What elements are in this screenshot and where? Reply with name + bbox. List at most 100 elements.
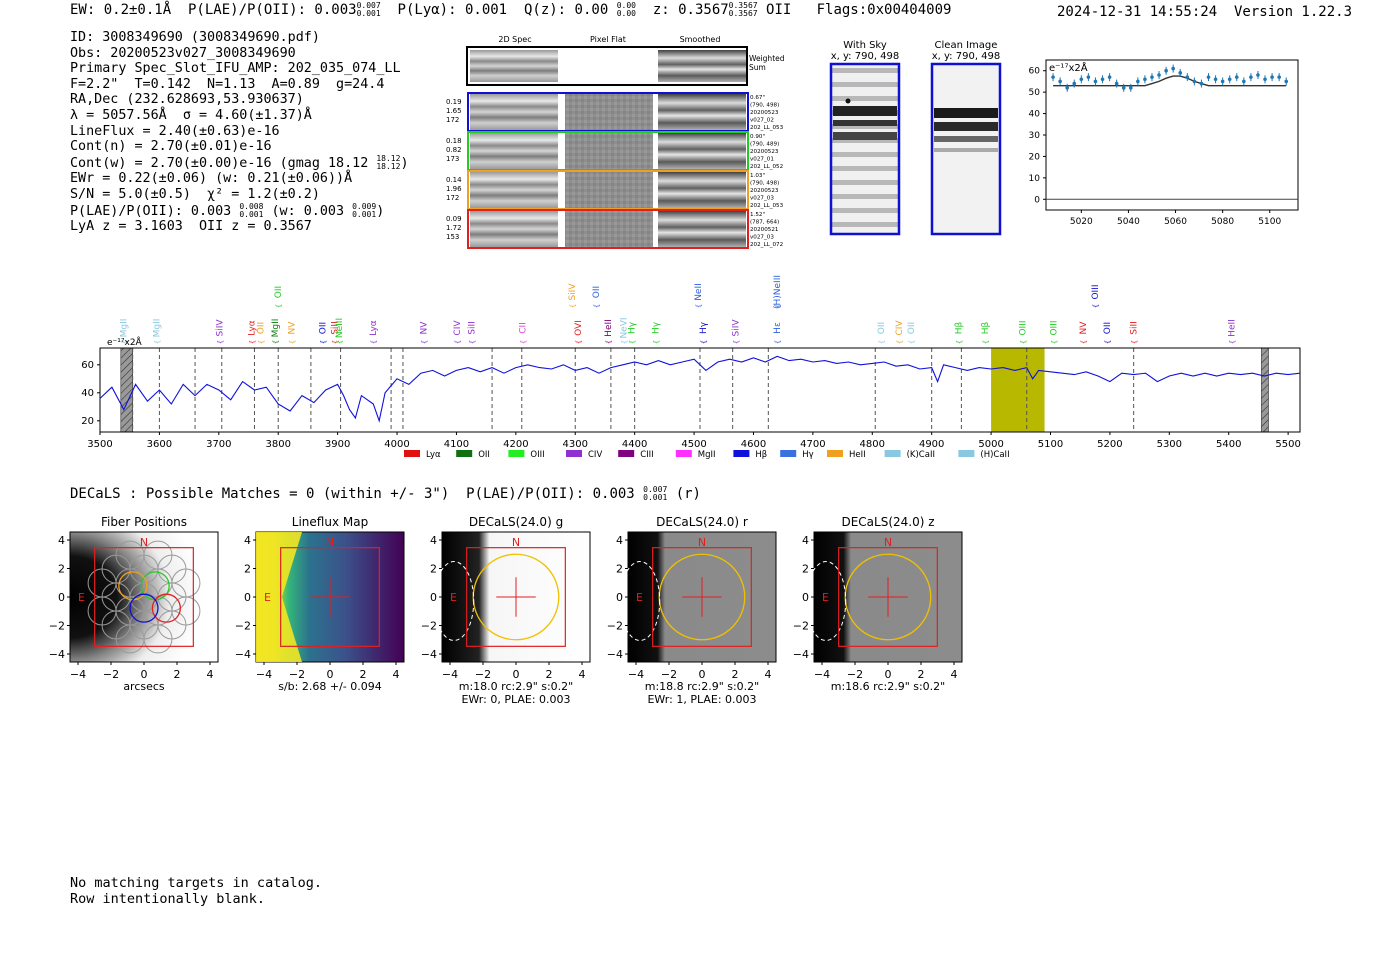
line-marker-label: OVI — [574, 320, 584, 336]
line-marker-bracket: { — [700, 340, 708, 344]
neighbor-ellipse — [805, 561, 847, 641]
cutout-stack: 2D Spec Pixel Flat Smoothed Weighted Sum… — [446, 35, 785, 249]
fiber-circle — [171, 596, 201, 626]
zoom-y-tick: 50 — [1029, 88, 1041, 98]
spectrum-x-tick: 4000 — [384, 439, 409, 450]
header-plya: P(Lyα): 0.001 Q(z): 0.00 — [397, 2, 609, 18]
aperture-circle — [472, 553, 560, 641]
spectrum-plot-area — [99, 347, 1301, 433]
line-marker-label: SiII — [467, 321, 477, 335]
zoom-point — [1256, 73, 1260, 77]
zoom-point — [1227, 77, 1232, 82]
line-marker-bracket: { — [519, 340, 527, 344]
panel-y-tick: −4 — [793, 648, 809, 661]
panel-y-tick: −4 — [235, 648, 251, 661]
panel-y-tick: −2 — [607, 620, 623, 633]
compass-north: N — [512, 536, 520, 549]
image-panel-5: DECaLS(24.0) z N E 4 2 0 −2 −4 −4 −2 0 2 4 m:18.6 rc:… — [793, 515, 963, 693]
legend-label: Lyα — [426, 450, 441, 460]
zoom-point — [1284, 79, 1289, 84]
image-panel-4: DECaLS(24.0) r N E 4 2 0 −2 −4 −4 −2 0 2 4 m:18.8 rc:… — [607, 515, 777, 706]
cutout-row-value: 0.14 — [446, 176, 462, 184]
line-marker-bracket: { — [1050, 340, 1058, 344]
line-marker-bracket: { — [1131, 340, 1139, 344]
field-box — [652, 547, 752, 647]
zoom-y-tick: 30 — [1029, 131, 1041, 141]
aperture-circle — [844, 553, 932, 641]
line-marker-label: Hγ — [651, 321, 661, 334]
legend-label: HeII — [849, 450, 866, 460]
cutout-row-detail: v027_02 — [750, 118, 774, 124]
info-lambda: λ = 5057.56Å σ = 4.60(±1.37)Å — [70, 107, 312, 123]
spectrum-x-tick: 3900 — [325, 439, 350, 450]
col-smoothed: Smoothed — [680, 35, 721, 44]
line-marker-bracket: { — [896, 340, 904, 344]
spectrum-x-tick: 3800 — [265, 439, 290, 450]
line-marker-bracket: { — [121, 340, 129, 344]
info-sn: S/N = 5.0(±0.5) χ² = 1.2(±0.2) — [70, 186, 320, 202]
line-marker-label: MgII — [120, 319, 130, 338]
zoom-point — [1178, 71, 1183, 75]
line-marker-bracket: { — [275, 304, 283, 308]
line-marker-bracket: { — [421, 340, 429, 344]
header-z: z: 0.3567 — [652, 2, 729, 18]
legend-label: (K)CaII — [907, 450, 935, 460]
line-marker-label: NV — [1079, 321, 1089, 335]
line-marker-bracket: { — [620, 340, 628, 344]
clean-image-coords: x, y: 790, 498 — [932, 51, 1001, 62]
line-marker-label: CIV — [453, 320, 463, 336]
header-ew-bounds: 0.007 0.001 — [356, 1, 381, 18]
zoom-point — [1065, 86, 1069, 90]
detection-info: ID: 3008349690 (3008349690.pdf) Obs: 202… — [70, 30, 409, 235]
zoom-x-tick: 5020 — [1070, 217, 1093, 227]
cutout-row-detail: 202_LL_072 — [750, 242, 783, 248]
panel-x-tick: 2 — [732, 668, 739, 681]
cutout-row-detail: 20200523 — [750, 110, 779, 116]
legend-label: Hβ — [755, 450, 767, 460]
panel-caption: m:18.0 rc:2.9" s:0.2" — [459, 680, 574, 693]
line-marker-bracket: { — [248, 340, 256, 344]
info-ewr: EWr = 0.22(±0.06) (w: 0.21(±0.06))Å — [70, 171, 353, 187]
legend-label: MgII — [698, 450, 716, 460]
line-marker-label: OII — [319, 322, 329, 334]
panel-y-tick: −2 — [49, 620, 65, 633]
panel-x-tick: 4 — [765, 668, 772, 681]
panel-y-tick: −2 — [235, 620, 251, 633]
clean-image-title: Clean Image — [935, 40, 998, 51]
legend-swatch — [618, 450, 635, 457]
cutout-row-value: 1.96 — [446, 185, 462, 193]
line-marker-bracket: { — [320, 340, 328, 344]
panel-x-tick: −4 — [442, 668, 458, 681]
footer-line-1: No matching targets in catalog. — [70, 875, 322, 891]
zoom-point — [1185, 75, 1190, 79]
panel-y-tick: 2 — [430, 563, 437, 576]
zoom-point — [1199, 81, 1204, 86]
zoom-point — [1072, 81, 1077, 86]
panel-y-tick: −2 — [421, 620, 437, 633]
panel-x-tick: −2 — [289, 668, 305, 681]
zoom-model-line — [1053, 75, 1287, 87]
panel-title: DECaLS(24.0) r — [656, 515, 748, 529]
panel-y-tick: 4 — [802, 534, 809, 547]
zoom-point — [1058, 79, 1062, 84]
cutout-row-detail: (787, 664) — [750, 220, 779, 226]
cutout-row-detail: v027_03 — [750, 235, 774, 241]
line-marker-label: CII — [518, 322, 528, 334]
line-marker-label: NV — [287, 321, 297, 335]
cutout-row-detail: 0.67" — [750, 95, 765, 101]
panel-y-tick: 0 — [802, 591, 809, 604]
panel-x-tick: 4 — [951, 668, 958, 681]
line-marker-bracket: { — [153, 340, 161, 344]
panel-x-tick: 0 — [885, 668, 892, 681]
line-marker-label: SiIV — [568, 283, 578, 301]
cutout-row-value: 153 — [446, 233, 459, 241]
cutout-row-value: 0.82 — [446, 146, 462, 154]
zoom-unit-label: e⁻¹⁷x2Å — [1049, 61, 1088, 74]
panel-y-tick: −4 — [421, 648, 437, 661]
cutout-row-value: 173 — [446, 155, 459, 163]
spectrum-x-tick: 4300 — [563, 439, 588, 450]
line-marker-label: Hγ — [628, 321, 638, 334]
zoom-point — [1114, 81, 1119, 86]
